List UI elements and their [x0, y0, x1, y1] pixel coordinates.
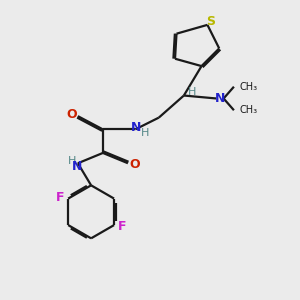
Text: O: O — [129, 158, 140, 171]
Text: N: N — [131, 121, 141, 134]
Text: F: F — [56, 190, 64, 204]
Text: CH₃: CH₃ — [239, 105, 257, 115]
Text: N: N — [215, 92, 225, 105]
Text: F: F — [118, 220, 127, 233]
Text: H: H — [140, 128, 149, 138]
Text: N: N — [72, 160, 83, 173]
Text: S: S — [206, 15, 215, 28]
Text: H: H — [68, 156, 77, 166]
Text: H: H — [188, 87, 196, 97]
Text: CH₃: CH₃ — [239, 82, 257, 92]
Text: O: O — [66, 108, 77, 121]
